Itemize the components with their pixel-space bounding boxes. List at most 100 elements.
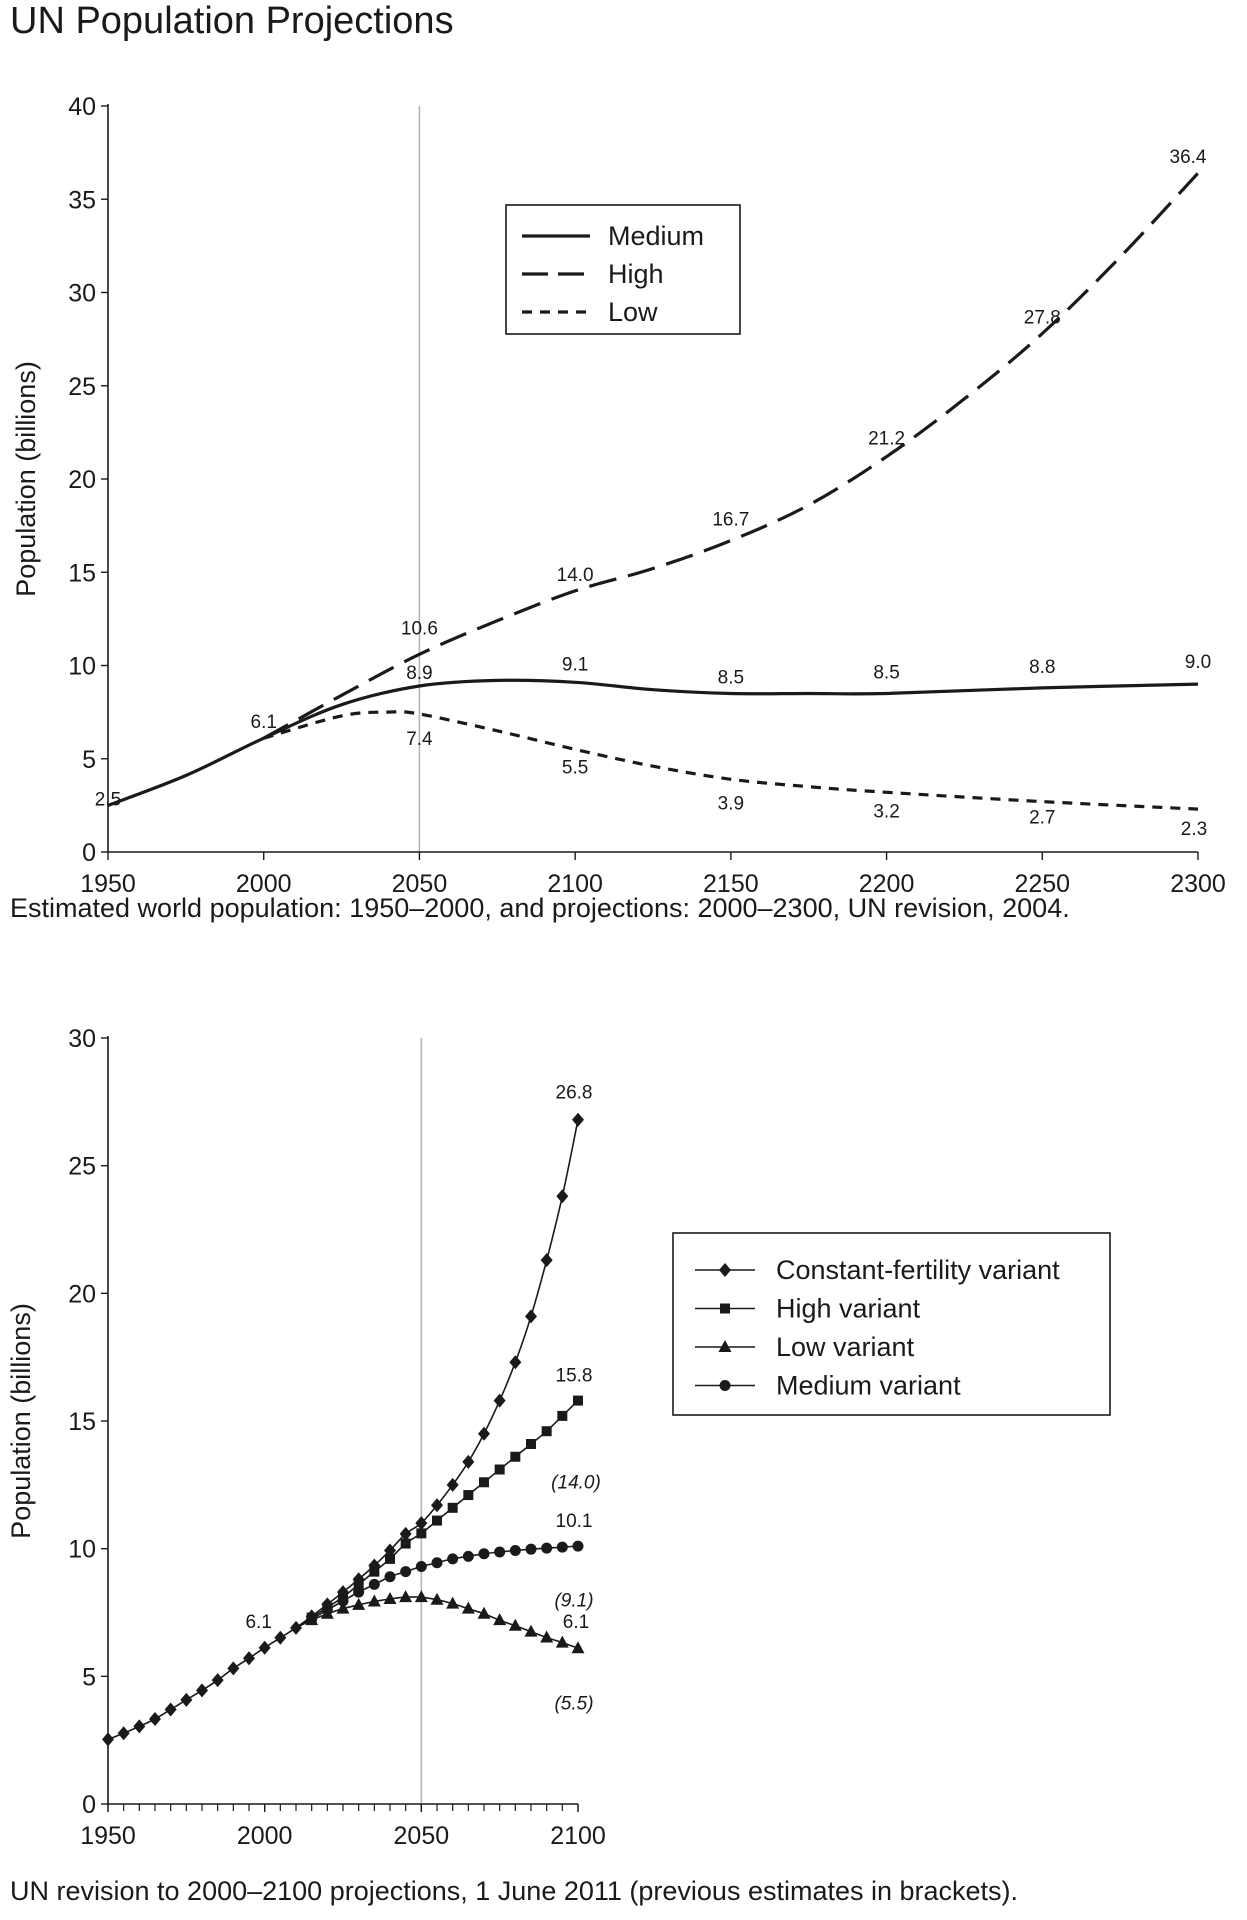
bottom-marker-high [494,1464,505,1475]
top-y-tick-label: 5 [82,746,96,774]
bottom-x-tick-label: 2100 [550,1822,606,1850]
bottom-y-tick-label: 20 [68,1280,96,1308]
top-data-label: 5.5 [562,757,588,778]
bottom-marker-constant [446,1477,459,1492]
page-title: UN Population Projections [10,0,454,42]
bottom-marker-low [493,1613,507,1626]
bottom-data-label: 15.8 [556,1366,593,1387]
top-data-label: 6.1 [251,712,277,733]
bottom-marker-medium [478,1548,490,1560]
bottom-marker-medium [321,1604,333,1616]
top-data-label: 3.2 [873,801,899,822]
bottom-y-tick-label: 15 [68,1408,96,1436]
bottom-history-marker [290,1620,302,1635]
bottom-marker-low [508,1618,522,1631]
bottom-data-label: 26.8 [556,1083,593,1104]
bottom-legend-label-constant: Constant-fertility variant [776,1255,1060,1285]
bottom-marker-constant [399,1526,412,1541]
bottom-marker-low [477,1606,491,1619]
bottom-legend-label-high: High variant [776,1294,921,1324]
top-y-tick-label: 30 [68,280,96,308]
top-series-lines [107,172,1200,811]
top-series-line-high [262,172,1200,740]
top-data-label: 16.7 [712,510,749,531]
bottom-marker-medium [447,1553,459,1565]
bottom-marker-medium [415,1561,427,1573]
bottom-history-marker [180,1692,193,1707]
top-data-label: 36.4 [1170,147,1207,168]
bottom-legend-label-low: Low variant [776,1332,915,1362]
bottom-history-marker [274,1630,287,1645]
bottom-marker-constant [462,1454,475,1469]
bottom-legend-marker-medium [719,1380,731,1391]
bottom-marker-constant [493,1393,506,1408]
bottom-marker-high [541,1426,552,1437]
bottom-previous-estimate-label: (5.5) [554,1694,593,1715]
bottom-history-marker [227,1661,240,1676]
bottom-marker-high [432,1515,442,1526]
bottom-marker-high [400,1538,411,1549]
bottom-history-marker [164,1702,177,1717]
bottom-history-marker [149,1711,161,1726]
bottom-marker-high [416,1528,427,1539]
top-data-label: 8.5 [718,667,744,688]
bottom-marker-medium [494,1546,506,1558]
top-x-tick-label: 1950 [80,870,136,898]
bottom-legend-marker-constant [719,1263,731,1277]
top-y-tick-label: 25 [68,373,96,401]
bottom-legend-marker-high [720,1303,730,1314]
bottom-marker-low [540,1630,554,1643]
top-y-tick-label: 20 [68,466,96,494]
bottom-marker-medium [384,1571,396,1583]
bottom-marker-constant [556,1189,569,1204]
chart-top-population-2300: 0 5 10 15 20 25 30 35 40 1950 2000 2050 2100 2150 2200… [11,93,1226,898]
bottom-marker-low [461,1601,475,1614]
bottom-marker-medium [306,1613,318,1625]
top-legend-label-low: Low [608,297,658,327]
bottom-marker-high [463,1490,474,1501]
bottom-y-tick-label: 5 [82,1663,96,1691]
bottom-marker-constant [509,1355,522,1370]
bottom-plot-area: 0 5 10 15 20 25 30 1950 2000 2050 2100 Population (… [6,1025,606,1850]
top-x-tick-label: 2200 [859,870,915,898]
bottom-marker-constant [431,1498,443,1513]
top-data-label: 8.5 [873,662,899,683]
bottom-marker-medium [541,1542,553,1554]
bottom-y-tick-label: 0 [82,1791,96,1819]
top-data-label: 8.9 [406,663,432,684]
bottom-history-marker [258,1640,271,1655]
bottom-marker-constant [415,1516,428,1531]
top-data-label: 27.8 [1024,308,1061,329]
bottom-history-marker [211,1673,224,1688]
top-data-label: 2.3 [1181,819,1207,840]
bottom-marker-high [526,1438,536,1449]
bottom-x-tick-label: 2000 [237,1822,293,1850]
bottom-history-marker [196,1683,208,1698]
bottom-marker-medium [556,1541,568,1553]
top-data-label: 9.1 [562,654,588,675]
top-data-label: 2.7 [1029,808,1055,829]
bottom-y-tick-label: 10 [68,1536,96,1564]
bottom-series-markers [102,1112,585,1747]
bottom-data-label: 6.1 [245,1612,271,1633]
bottom-y-tick-label: 25 [68,1153,96,1181]
bottom-history-marker [117,1726,130,1741]
bottom-marker-medium [431,1557,443,1569]
bottom-data-label: 10.1 [556,1511,593,1532]
bottom-series-lines [107,1119,579,1741]
bottom-data-label: 6.1 [563,1612,589,1633]
bottom-marker-medium [462,1550,474,1562]
top-x-tick-label: 2300 [1170,870,1226,898]
caption-bottom: UN revision to 2000–2100 projections, 1 … [10,1876,1019,1906]
bottom-x-tick-label: 2050 [394,1822,450,1850]
bottom-x-tick-label: 1950 [80,1822,136,1850]
bottom-marker-medium [509,1544,521,1556]
top-data-label: 10.6 [401,618,438,639]
top-y-tick-label: 35 [68,186,96,214]
top-data-label: 3.9 [718,793,744,814]
bottom-history-marker [102,1732,114,1747]
top-legend: Medium High Low [505,204,741,335]
bottom-marker-low [414,1590,428,1603]
top-x-tick-label: 2000 [236,870,292,898]
bottom-marker-high [447,1502,458,1513]
